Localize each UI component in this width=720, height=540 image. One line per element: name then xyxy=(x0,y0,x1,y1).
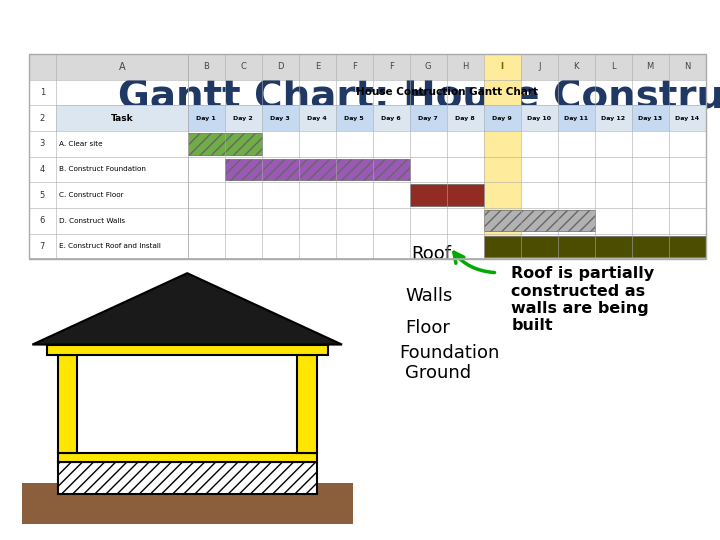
Bar xyxy=(188,105,225,131)
Text: M: M xyxy=(647,62,654,71)
Text: Day 1: Day 1 xyxy=(197,116,216,120)
Text: Day 2: Day 2 xyxy=(233,116,253,120)
Text: Day 10: Day 10 xyxy=(527,116,552,120)
Text: H: H xyxy=(462,62,469,71)
Bar xyxy=(446,105,484,131)
Bar xyxy=(336,105,373,131)
Text: Day 3: Day 3 xyxy=(271,116,290,120)
Bar xyxy=(56,105,188,131)
Bar xyxy=(58,462,317,494)
Text: F: F xyxy=(389,62,394,71)
Bar xyxy=(47,345,328,355)
Text: Day 5: Day 5 xyxy=(344,116,364,120)
Text: K: K xyxy=(573,62,579,71)
Bar xyxy=(22,483,353,524)
Text: Day 6: Day 6 xyxy=(382,116,401,120)
Bar xyxy=(484,54,521,259)
Text: 5: 5 xyxy=(40,191,45,200)
Text: I: I xyxy=(500,62,504,71)
Text: F: F xyxy=(352,62,356,71)
Text: Day 7: Day 7 xyxy=(418,116,438,120)
Text: House Contruction Gantt Chart: House Contruction Gantt Chart xyxy=(356,87,538,98)
Text: Walls: Walls xyxy=(405,287,453,305)
Text: 1: 1 xyxy=(40,88,45,97)
Bar xyxy=(558,105,595,131)
Bar xyxy=(299,105,336,131)
Text: 2: 2 xyxy=(40,113,45,123)
Bar xyxy=(521,105,558,131)
Text: J: J xyxy=(538,62,541,71)
Text: 6: 6 xyxy=(40,216,45,225)
Text: Day 12: Day 12 xyxy=(601,116,625,120)
Bar xyxy=(484,235,706,257)
Text: Foundation: Foundation xyxy=(400,343,500,362)
Text: A. Clear site: A. Clear site xyxy=(59,141,103,147)
Bar xyxy=(631,105,669,131)
Bar xyxy=(58,355,78,453)
Text: C: C xyxy=(240,62,246,71)
Text: 3: 3 xyxy=(40,139,45,148)
Text: E: E xyxy=(315,62,320,71)
Text: D. Construct Walls: D. Construct Walls xyxy=(59,218,125,224)
Text: Day 14: Day 14 xyxy=(675,116,699,120)
Text: G: G xyxy=(425,62,431,71)
Bar xyxy=(410,105,446,131)
Bar xyxy=(373,105,410,131)
Text: Day 9: Day 9 xyxy=(492,116,512,120)
Text: D: D xyxy=(277,62,284,71)
Bar xyxy=(29,54,706,79)
Bar xyxy=(225,159,410,180)
Text: Day 8: Day 8 xyxy=(455,116,475,120)
Text: C. Construct Floor: C. Construct Floor xyxy=(59,192,124,198)
Text: A: A xyxy=(119,62,125,72)
Text: Day 13: Day 13 xyxy=(638,116,662,120)
Bar xyxy=(595,105,631,131)
Text: Floor: Floor xyxy=(405,319,450,336)
Text: 7: 7 xyxy=(40,242,45,251)
Text: Gantt Chart: House Construction: Gantt Chart: House Construction xyxy=(118,77,720,115)
Text: Ground: Ground xyxy=(405,364,472,382)
Bar xyxy=(669,105,706,131)
Bar xyxy=(484,105,521,131)
Text: B: B xyxy=(204,62,210,71)
Bar xyxy=(188,133,262,154)
Bar xyxy=(410,184,484,206)
Text: Day 11: Day 11 xyxy=(564,116,588,120)
Text: B. Construct Foundation: B. Construct Foundation xyxy=(59,166,146,172)
Bar xyxy=(262,105,299,131)
Bar xyxy=(225,105,262,131)
Text: N: N xyxy=(684,62,690,71)
Polygon shape xyxy=(32,273,342,345)
Text: Roof is partially
constructed as
walls are being
built: Roof is partially constructed as walls a… xyxy=(511,266,654,333)
Text: Roof: Roof xyxy=(411,245,451,263)
Bar xyxy=(484,210,595,232)
Text: E. Construct Roof and Install: E. Construct Roof and Install xyxy=(59,244,161,249)
Bar xyxy=(297,355,317,453)
Text: Task: Task xyxy=(111,113,133,123)
Text: Day 4: Day 4 xyxy=(307,116,327,120)
Text: 4: 4 xyxy=(40,165,45,174)
FancyArrowPatch shape xyxy=(454,252,495,273)
Bar xyxy=(58,453,317,462)
Text: L: L xyxy=(611,62,616,71)
